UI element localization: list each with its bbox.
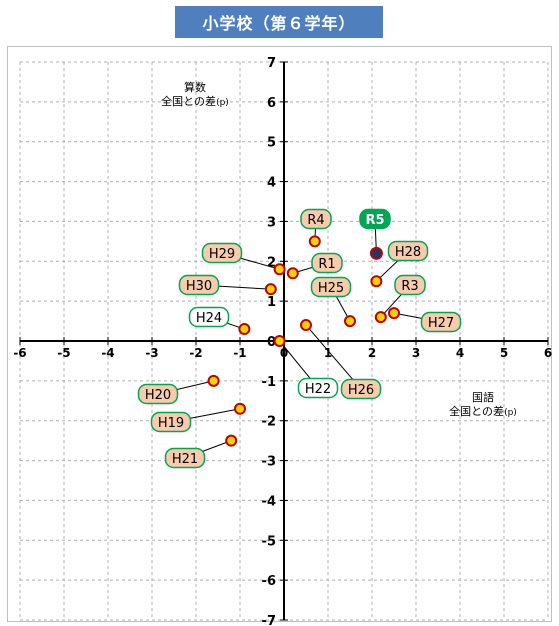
y-tick-label: 5 bbox=[267, 136, 276, 151]
point-label: H28 bbox=[395, 245, 421, 260]
x-tick-label: -6 bbox=[13, 346, 26, 360]
x-tick-label: 5 bbox=[500, 346, 508, 360]
point-label: H25 bbox=[318, 281, 344, 296]
data-point bbox=[370, 275, 383, 288]
x-tick-label: -2 bbox=[189, 346, 202, 360]
data-point bbox=[225, 434, 238, 447]
x-tick-label: -5 bbox=[57, 346, 70, 360]
y-tick-label: -2 bbox=[262, 415, 276, 430]
x-tick-label: 0 bbox=[280, 346, 288, 360]
point-label-box bbox=[310, 276, 352, 298]
point-label-box bbox=[359, 208, 391, 230]
y-tick-label: -4 bbox=[262, 494, 276, 509]
x-tick-label: 6 bbox=[544, 346, 552, 360]
x-tick-label: 4 bbox=[456, 346, 464, 360]
chart-title: 小学校（第６学年） bbox=[175, 6, 383, 38]
x-tick-label: -3 bbox=[145, 346, 158, 360]
point-label: H22 bbox=[305, 382, 331, 397]
data-point bbox=[273, 335, 286, 347]
point-label-box bbox=[201, 242, 243, 264]
x-tick-label: -1 bbox=[233, 346, 246, 360]
point-label: H24 bbox=[196, 311, 222, 326]
point-label: H19 bbox=[158, 416, 184, 431]
y-axis-unit: (p) bbox=[216, 98, 229, 108]
point-label-box bbox=[137, 383, 179, 405]
point-label: R5 bbox=[365, 213, 384, 228]
point-label-box bbox=[164, 447, 206, 469]
point-label-box bbox=[300, 208, 332, 230]
x-tick-label: -4 bbox=[101, 346, 114, 360]
data-point bbox=[264, 283, 277, 296]
point-label-box bbox=[394, 274, 426, 296]
y-tick-label: 4 bbox=[267, 176, 276, 191]
y-tick-label: -3 bbox=[262, 455, 276, 470]
point-label: R4 bbox=[307, 213, 324, 228]
y-tick-label: 6 bbox=[267, 96, 276, 111]
point-label-box bbox=[311, 252, 343, 274]
x-tick-label: 3 bbox=[412, 346, 420, 360]
y-tick-label: 0 bbox=[267, 335, 276, 350]
data-point bbox=[286, 267, 299, 280]
x-tick-label: 2 bbox=[368, 346, 376, 360]
x-tick-label: 1 bbox=[324, 346, 332, 360]
data-point bbox=[238, 323, 251, 336]
data-point bbox=[388, 307, 400, 320]
point-label-box bbox=[340, 378, 382, 400]
data-point bbox=[344, 315, 356, 328]
data-point bbox=[234, 402, 246, 415]
point-label: H26 bbox=[348, 383, 374, 398]
x-axis-unit: (p) bbox=[504, 408, 517, 418]
data-point bbox=[369, 246, 383, 260]
point-label: R3 bbox=[401, 279, 418, 294]
leader-line bbox=[305, 324, 362, 390]
y-tick-label: 3 bbox=[267, 215, 276, 230]
y-tick-label: -7 bbox=[262, 614, 276, 626]
point-label: H27 bbox=[428, 316, 454, 331]
data-point bbox=[300, 319, 312, 332]
y-axis-title-line1: 算数 bbox=[184, 81, 206, 94]
x-axis-title-line1: 国語 bbox=[472, 391, 494, 404]
point-label-box bbox=[420, 311, 462, 333]
y-axis-title: 算数 全国との差(p) bbox=[150, 81, 240, 110]
y-tick-label: 2 bbox=[267, 255, 276, 270]
y-tick-label: -6 bbox=[262, 574, 276, 589]
y-tick-label: -5 bbox=[262, 534, 276, 549]
data-point bbox=[308, 235, 321, 248]
data-point bbox=[374, 311, 387, 324]
point-label-box bbox=[387, 240, 429, 262]
data-point bbox=[207, 374, 220, 387]
point-label-box bbox=[188, 306, 230, 328]
point-label-box bbox=[150, 411, 192, 433]
point-label-box bbox=[297, 377, 339, 399]
y-tick-label: -1 bbox=[262, 375, 276, 390]
point-label: H30 bbox=[186, 279, 212, 294]
point-label: H29 bbox=[209, 247, 235, 262]
y-tick-label: 1 bbox=[267, 295, 276, 310]
x-axis-title: 国語 全国との差(p) bbox=[440, 391, 526, 420]
y-tick-label: 7 bbox=[267, 56, 276, 71]
point-label: H20 bbox=[145, 388, 171, 403]
data-point bbox=[273, 263, 286, 276]
point-label-box bbox=[178, 274, 220, 296]
point-label: H21 bbox=[172, 452, 198, 467]
y-axis-title-line2: 全国との差 bbox=[161, 95, 217, 108]
point-label: R1 bbox=[318, 257, 335, 272]
x-axis-title-line2: 全国との差 bbox=[449, 405, 505, 418]
